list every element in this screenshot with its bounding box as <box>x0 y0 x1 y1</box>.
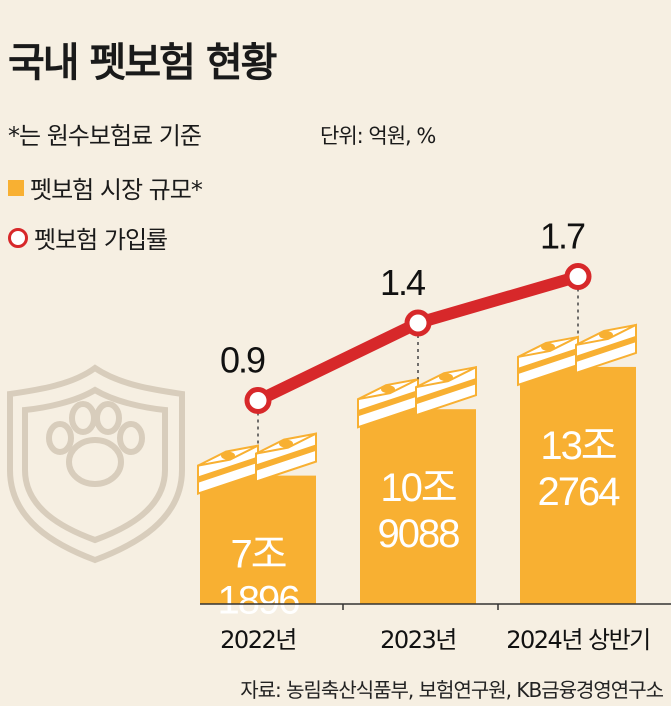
legend-square-icon <box>8 179 24 196</box>
x-tick-label: 2023년 <box>380 626 456 654</box>
bar <box>360 409 476 604</box>
money-bundle-icon <box>415 365 477 417</box>
bar-value-label: 9088 <box>378 512 460 556</box>
bar-value-label: 1896 <box>218 579 300 623</box>
money-bundle-icon <box>517 335 579 387</box>
legend-market: 펫보험 시장 규모* <box>8 170 203 205</box>
shield-paw-icon <box>7 364 185 564</box>
x-tick-label: 2022년 <box>220 626 296 654</box>
legend-rate-label: 펫보험 가입률 <box>34 226 168 254</box>
bar-value-label: 10조 <box>380 466 455 510</box>
rate-point <box>404 309 432 337</box>
legend-rate: 펫보험 가입률 <box>8 220 168 255</box>
bar <box>520 366 636 604</box>
page-title: 국내 펫보험 현황 <box>8 40 277 86</box>
legend-circle-icon <box>8 227 28 248</box>
unit-label: 단위: 억원, % <box>320 124 436 148</box>
bar-value-label: 2764 <box>538 470 621 514</box>
money-bundle-icon <box>255 432 317 484</box>
source-note: 자료: 농림축산식품부, 보험연구원, KB금융경영연구소 <box>240 678 664 702</box>
money-bundle-icon <box>357 377 419 429</box>
rate-value-label: 1.7 <box>540 216 585 257</box>
basis-note: *는 원수보험료 기준 <box>8 122 202 150</box>
x-tick-label: 2024년 상반기 <box>506 626 650 654</box>
bar-value-label: 13조 <box>540 424 615 468</box>
legend-market-label: 펫보험 시장 규모* <box>30 176 203 204</box>
bar-value-label: 7조 <box>230 533 285 577</box>
bar <box>200 475 316 604</box>
money-bundle-icon <box>575 323 637 375</box>
rate-value-label: 0.9 <box>220 340 265 381</box>
rate-value-label: 1.4 <box>380 262 425 303</box>
rate-point <box>244 387 272 414</box>
rate-point <box>564 263 592 290</box>
